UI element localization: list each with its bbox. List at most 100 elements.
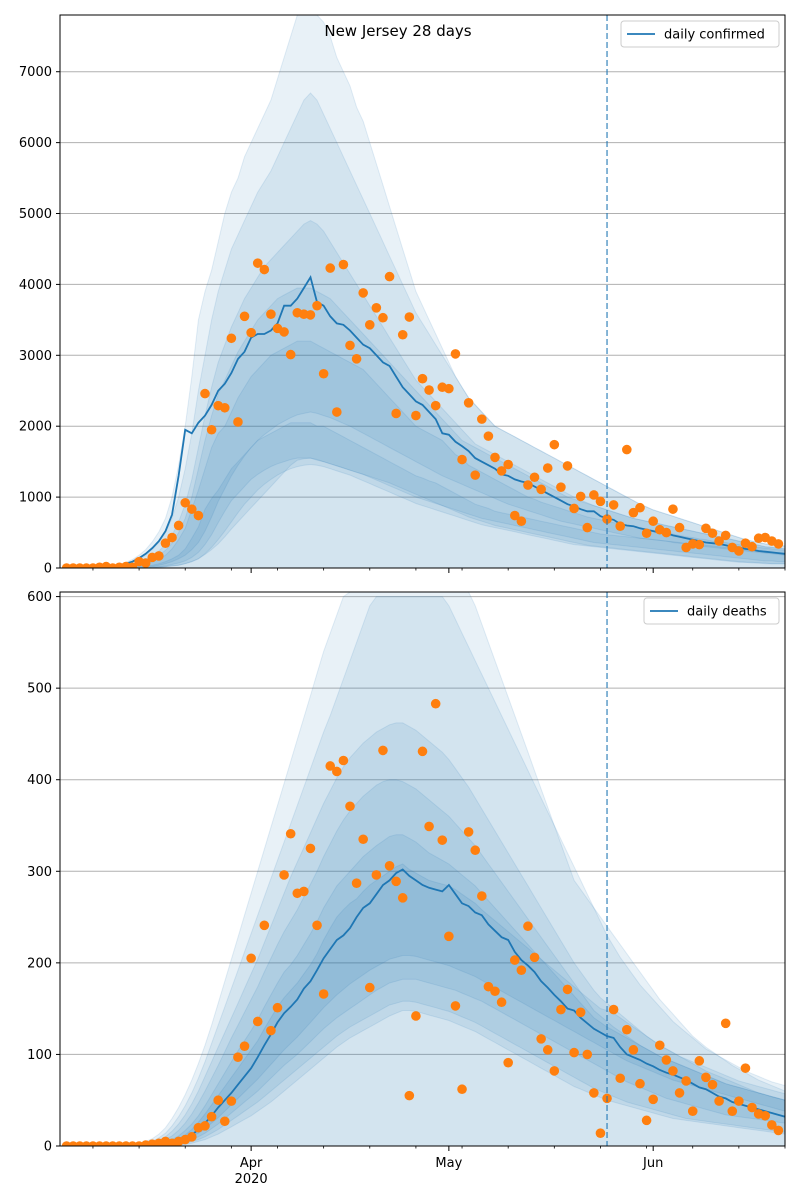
x-tick-label: Jun	[642, 1156, 663, 1171]
data-point	[516, 516, 527, 527]
data-point	[351, 878, 362, 888]
uncertainty-band	[66, 834, 785, 1146]
data-point	[391, 876, 401, 887]
data-point	[569, 1047, 579, 1058]
data-point	[411, 1011, 421, 1021]
data-point	[707, 1079, 718, 1090]
uncertainty-band	[66, 15, 785, 568]
uncertainty-band	[66, 340, 785, 568]
data-point	[246, 953, 256, 964]
data-point	[213, 1095, 223, 1106]
data-point	[687, 1106, 698, 1117]
data-point	[490, 452, 500, 463]
y-tick-label: 100	[27, 1048, 52, 1063]
data-point	[503, 1057, 513, 1068]
data-point	[727, 1106, 738, 1117]
data-point	[259, 920, 270, 931]
data-point	[589, 490, 599, 500]
data-point	[536, 484, 546, 495]
data-point	[312, 920, 322, 931]
plot-area	[60, 15, 785, 568]
data-point	[674, 522, 685, 533]
data-point	[417, 746, 428, 757]
data-point	[325, 263, 336, 273]
data-point	[345, 340, 355, 351]
data-point	[562, 984, 573, 995]
data-point	[450, 1001, 461, 1011]
data-point	[641, 528, 652, 539]
data-point	[424, 385, 434, 395]
data-point	[628, 507, 639, 518]
data-point	[417, 373, 428, 384]
data-point	[740, 1063, 751, 1073]
data-point	[542, 463, 553, 473]
data-point	[694, 1056, 705, 1066]
data-point	[318, 368, 329, 379]
uncertainty-band	[66, 422, 785, 568]
data-point	[358, 834, 368, 845]
data-point	[312, 300, 322, 311]
data-point	[279, 870, 289, 880]
data-point	[338, 755, 349, 766]
data-point	[483, 431, 494, 441]
data-point	[582, 522, 593, 533]
data-point	[173, 520, 184, 531]
data-point	[536, 1034, 546, 1044]
legend-label: daily confirmed	[664, 28, 765, 43]
x-tick-label: Apr	[240, 1156, 263, 1171]
y-tick-label: 1000	[19, 491, 52, 506]
data-point	[305, 843, 316, 854]
data-point	[707, 528, 718, 539]
data-point	[463, 827, 474, 837]
data-point	[318, 989, 329, 999]
data-point	[252, 1016, 263, 1027]
data-point	[569, 503, 579, 514]
data-point	[668, 504, 678, 514]
data-point	[154, 551, 164, 561]
uncertainty-band	[66, 287, 785, 568]
data-point	[345, 801, 355, 812]
data-point	[259, 264, 270, 275]
data-point	[272, 1002, 283, 1013]
uncertainty-band	[66, 220, 785, 568]
data-point	[635, 502, 645, 513]
data-point	[549, 1066, 560, 1076]
data-point	[299, 886, 309, 897]
data-point	[760, 1110, 771, 1121]
data-point	[615, 521, 626, 531]
data-point	[332, 407, 342, 417]
data-point	[233, 417, 243, 427]
data-point	[450, 349, 461, 359]
data-point	[549, 439, 560, 450]
y-tick-label: 5000	[19, 207, 52, 222]
data-point	[661, 527, 672, 538]
data-point	[734, 546, 744, 556]
data-point	[523, 480, 533, 490]
data-point	[180, 497, 191, 508]
data-point	[167, 532, 177, 543]
data-point	[648, 1094, 658, 1105]
confirmed-panel: 0 1000 2000 3000 4000 5000 6000 7000 daily confi…	[19, 14, 786, 577]
data-point	[694, 539, 705, 550]
data-point	[358, 288, 368, 298]
data-point	[556, 1004, 566, 1015]
data-point	[648, 516, 658, 527]
data-point	[397, 893, 408, 903]
data-point	[305, 310, 316, 320]
plot-area	[60, 592, 785, 1146]
axes-frame	[59, 591, 786, 1147]
data-point	[575, 491, 586, 502]
legend-label: daily deaths	[687, 605, 767, 620]
data-point	[219, 1116, 230, 1127]
data-point	[575, 1007, 586, 1018]
data-point	[773, 539, 784, 549]
data-point	[364, 982, 375, 993]
data-point	[496, 466, 507, 476]
data-point	[562, 461, 573, 471]
data-point	[391, 408, 401, 419]
data-point	[371, 303, 382, 313]
data-point	[509, 510, 520, 521]
data-point	[384, 860, 395, 871]
uncertainty-band	[66, 722, 785, 1146]
